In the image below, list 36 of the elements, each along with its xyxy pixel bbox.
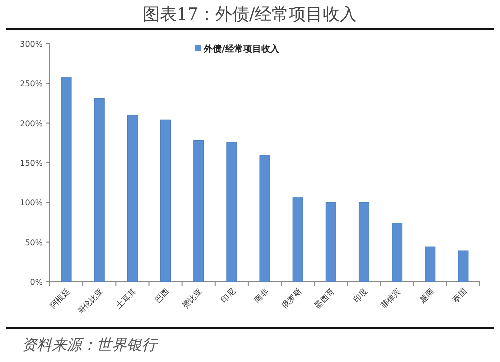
chart-title: 图表17：外债/经常项目收入 <box>142 5 358 25</box>
y-tick-label: 250% <box>20 80 44 89</box>
bar <box>425 246 436 282</box>
x-tick-label: 俄罗斯 <box>280 287 304 310</box>
bar <box>160 120 172 282</box>
bar <box>392 222 403 282</box>
x-tick-label: 赞比亚 <box>180 287 204 310</box>
x-tick-label: 墨西哥 <box>313 287 337 310</box>
y-tick-label: 0% <box>30 278 44 287</box>
bar <box>194 140 204 282</box>
bar <box>226 142 238 282</box>
bar <box>260 156 270 282</box>
x-tick-label: 阿根廷 <box>48 287 72 310</box>
bar <box>292 198 304 282</box>
x-tick-label: 哥伦比亚 <box>76 287 106 316</box>
bar <box>127 115 138 282</box>
x-tick-label: 土耳其 <box>114 287 138 310</box>
bar <box>326 202 336 282</box>
x-tick-label: 印度 <box>352 287 370 305</box>
text: 资料来源：世界银行 <box>22 336 159 354</box>
x-tick-label: 巴西 <box>154 287 172 305</box>
bar <box>61 77 72 282</box>
bar <box>358 202 370 282</box>
y-tick-label: 100% <box>20 198 44 208</box>
legend-label: 外债/经常项目收入 <box>203 44 280 55</box>
y-tick-label: 300% <box>20 40 44 49</box>
x-tick-label: 南非 <box>252 287 270 305</box>
y-tick-label: 50% <box>25 238 44 248</box>
y-tick-label: 150% <box>20 159 44 168</box>
x-tick-label: 菲律宾 <box>379 287 403 310</box>
x-tick-label: 泰国 <box>451 287 469 305</box>
x-tick-label: 印尼 <box>220 287 238 305</box>
bar <box>458 250 469 282</box>
bar <box>94 98 105 282</box>
x-tick-label: 越南 <box>418 287 436 305</box>
y-tick-label: 200% <box>20 119 44 128</box>
